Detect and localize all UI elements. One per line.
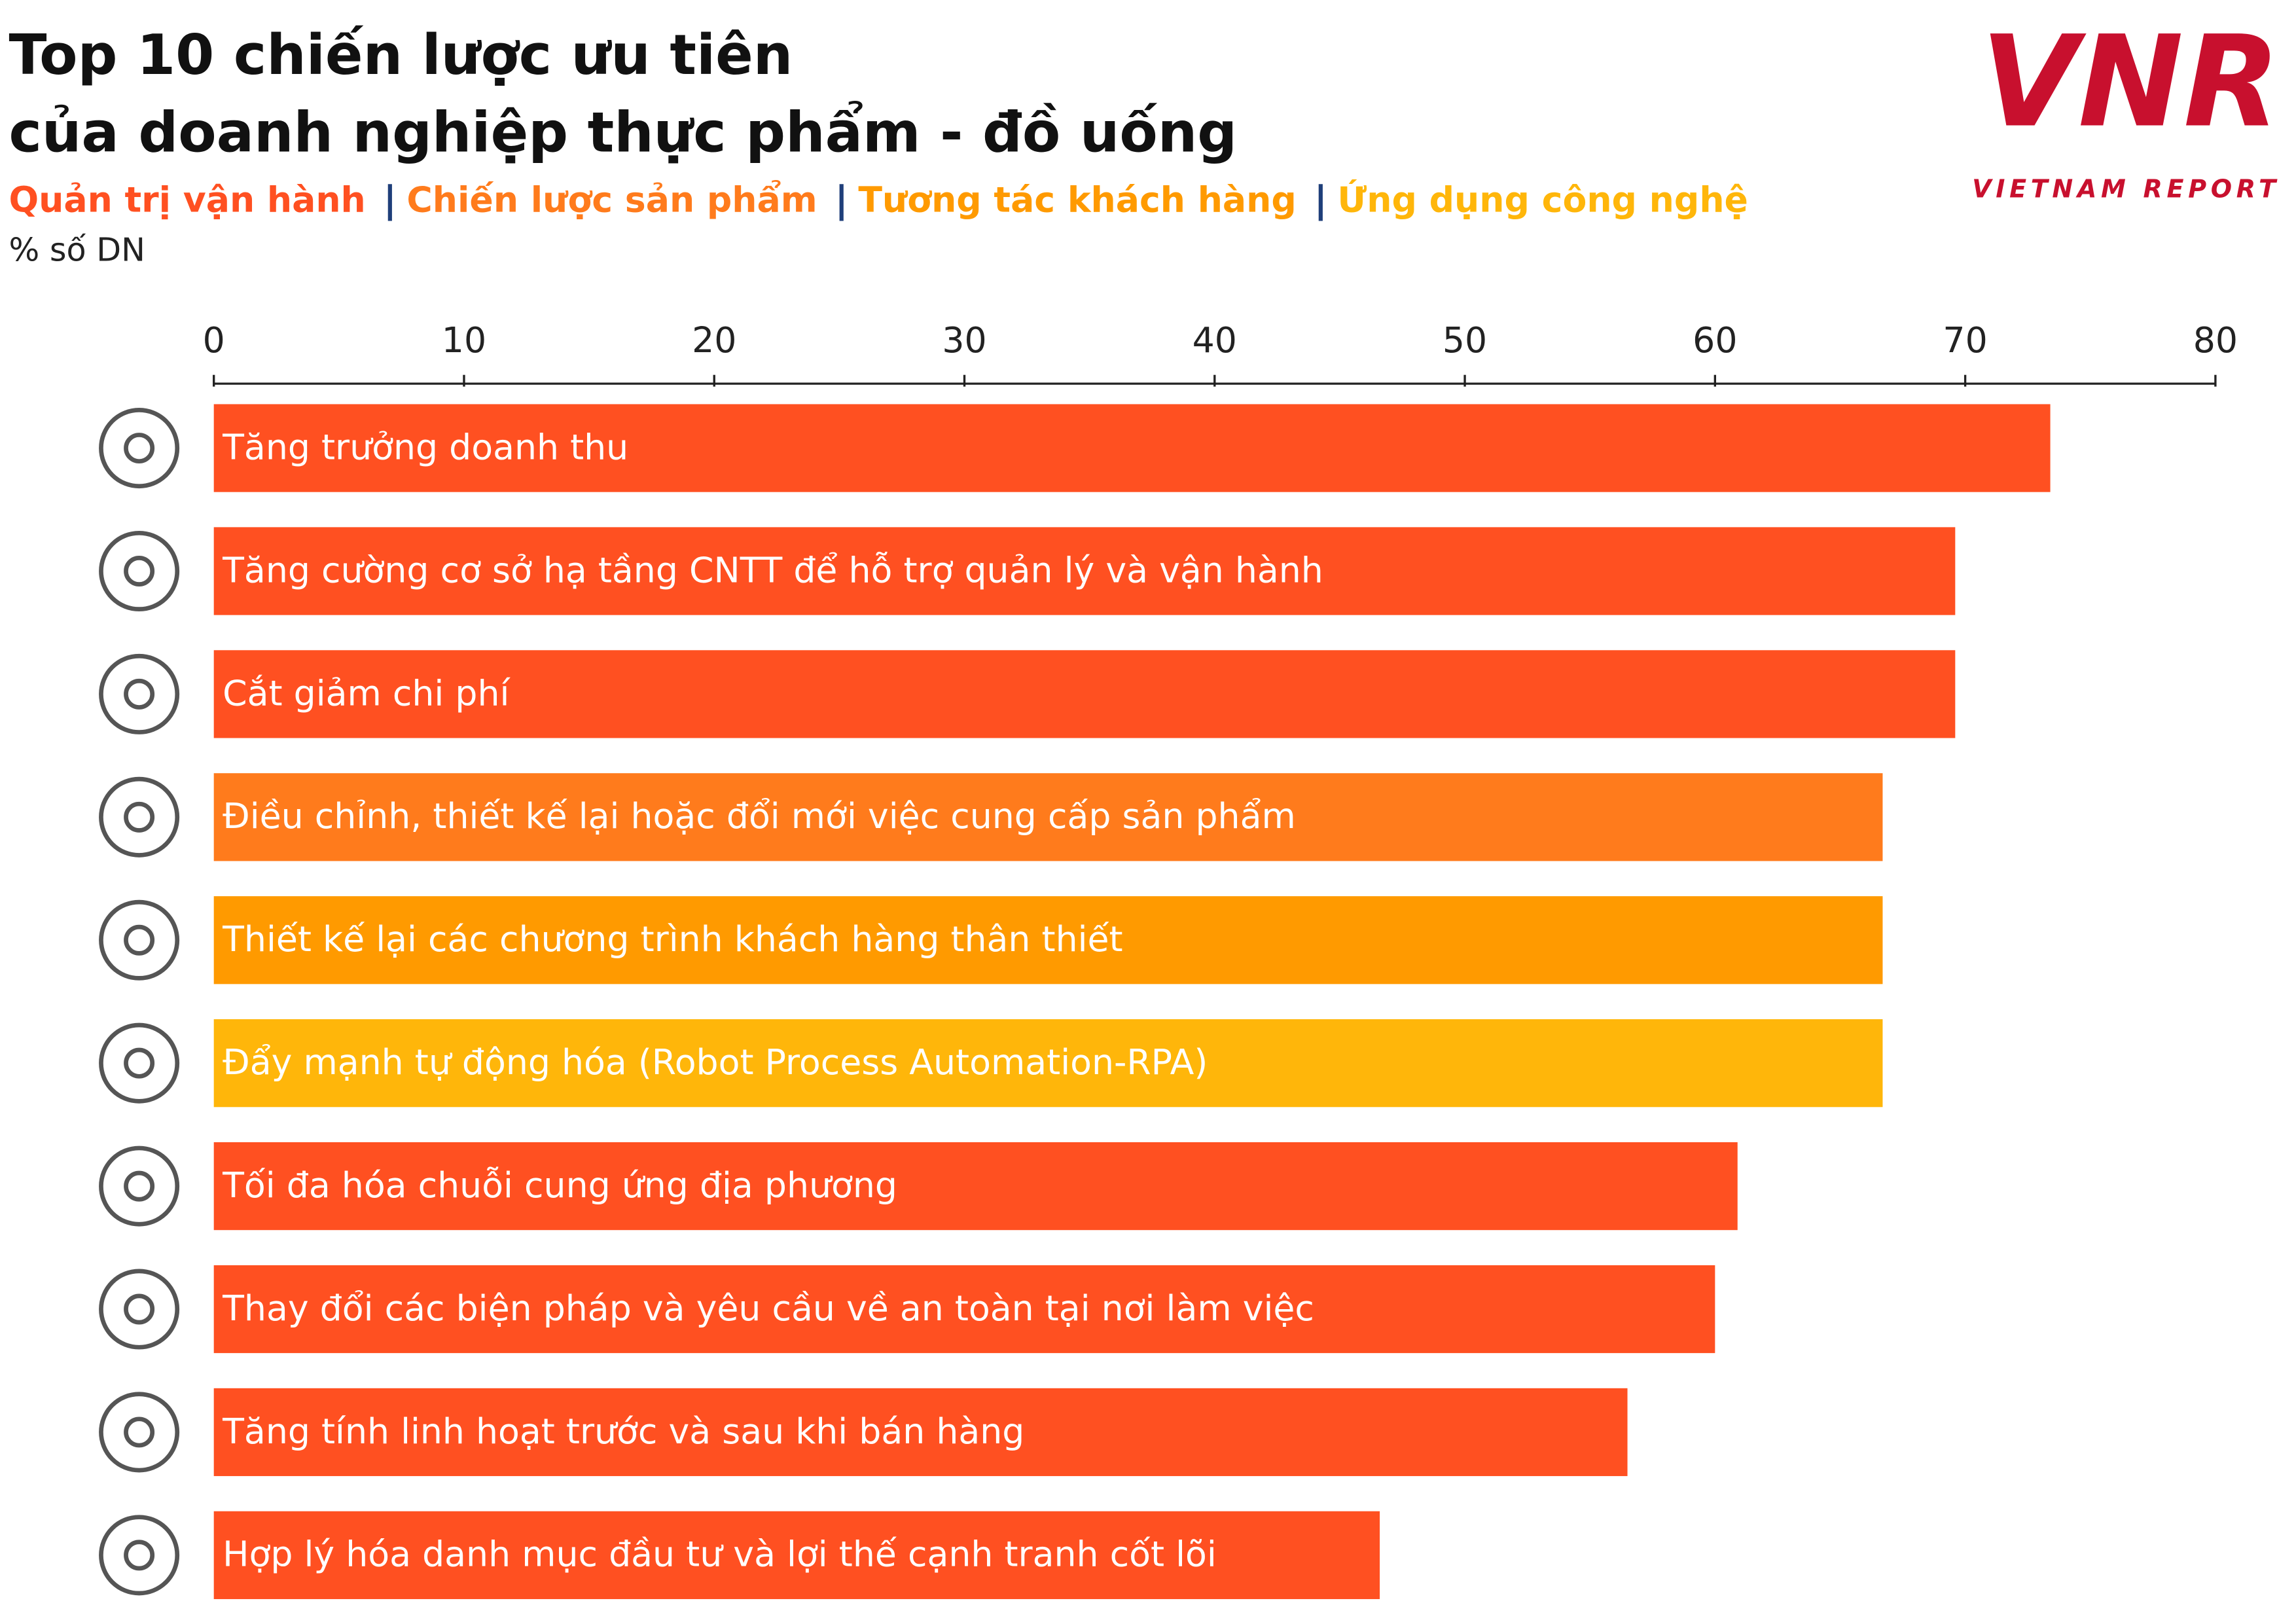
row-icon: [99, 408, 180, 489]
bar-label: Hợp lý hóa danh mục đầu tư và lợi thế cạ…: [223, 1534, 1217, 1575]
icon-shape: [124, 1047, 155, 1079]
legend-entry: Ứng dụng công nghệ: [1337, 179, 1748, 220]
row-icon: [99, 1515, 180, 1596]
bar: [213, 527, 1956, 615]
icon-shape: [99, 653, 180, 734]
row-icon: [99, 653, 180, 734]
icon-shape: [124, 924, 155, 956]
bar-label: Tăng trưởng doanh thu: [222, 426, 628, 467]
row-icon: [99, 776, 180, 857]
axis-label: % số DN: [9, 230, 145, 268]
icon-shape: [124, 1540, 155, 1571]
chart-title: Top 10 chiến lược ưu tiên: [9, 23, 793, 88]
bar: [213, 1019, 1883, 1108]
icon-shape: [124, 433, 155, 464]
icon-shape: [99, 1515, 180, 1596]
row-icon: [99, 530, 180, 612]
legend-entry: Quản trị vận hành: [9, 179, 365, 220]
icon-shape: [124, 801, 155, 833]
row-icon: [99, 899, 180, 981]
x-tick-label: 40: [1193, 319, 1237, 361]
bar-label: Tăng cường cơ sở hạ tầng CNTT để hỗ trợ …: [222, 549, 1323, 590]
legend-entry: Chiến lược sản phẩm: [406, 179, 817, 220]
x-tick-label: 70: [1943, 319, 1987, 361]
x-tick-label: 60: [1693, 319, 1737, 361]
chart-title: của doanh nghiệp thực phẩm - đồ uống: [9, 99, 1237, 165]
x-tick-label: 20: [692, 319, 736, 361]
x-tick-label: 10: [442, 319, 486, 361]
bar-label: Đẩy mạnh tự động hóa (Robot Process Auto…: [223, 1041, 1208, 1083]
bar-label: Cắt giảm chi phí: [223, 672, 511, 713]
icon-shape: [99, 776, 180, 857]
icon-shape: [99, 408, 180, 489]
row-icon: [99, 1392, 180, 1473]
logo-text: VIETNAM REPORT: [1972, 174, 2280, 203]
bar: [213, 1142, 1738, 1231]
bar-label: Tăng tính linh hoạt trước và sau khi bán…: [222, 1411, 1024, 1452]
legend-separator: |: [1314, 179, 1327, 221]
icon-shape: [124, 678, 155, 710]
icon-shape: [99, 530, 180, 612]
bar: [213, 896, 1883, 984]
row-icon: [99, 1269, 180, 1350]
icon-shape: [99, 1269, 180, 1350]
bar: [213, 1511, 1380, 1599]
x-tick-label: 30: [942, 319, 986, 361]
icon-shape: [99, 1146, 180, 1227]
legend-separator: |: [384, 179, 397, 221]
x-tick-label: 0: [203, 319, 225, 361]
bar-label: Thay đổi các biện pháp và yêu cầu về an …: [222, 1288, 1314, 1329]
logo: VNR VIETNAM REPORT: [1972, 9, 2280, 203]
icon-shape: [99, 1392, 180, 1473]
bar: [213, 1265, 1715, 1354]
icon-shape: [99, 899, 180, 981]
icon-shape: [124, 1293, 155, 1325]
icon-shape: [124, 555, 155, 586]
x-tick-label: 50: [1443, 319, 1487, 361]
row-icon: [99, 1146, 180, 1227]
x-tick-label: 80: [2193, 319, 2238, 361]
icon-shape: [99, 1022, 180, 1104]
legend-separator: |: [835, 179, 848, 221]
bar-label: Thiết kế lại các chương trình khách hàng…: [222, 918, 1122, 960]
row-icon: [99, 1022, 180, 1104]
bar: [213, 1388, 1628, 1477]
icon-shape: [124, 1170, 155, 1202]
legend-entry: Tương tác khách hàng: [858, 179, 1296, 220]
bar: [213, 773, 1883, 861]
icon-shape: [124, 1416, 155, 1448]
bar: [213, 404, 2051, 492]
bar-label: Điều chỉnh, thiết kế lại hoặc đổi mới vi…: [223, 795, 1296, 837]
logo-mark: VNR: [1981, 9, 2280, 155]
bar-label: Tối đa hóa chuỗi cung ứng địa phương: [222, 1164, 897, 1206]
bar: [213, 650, 1956, 738]
